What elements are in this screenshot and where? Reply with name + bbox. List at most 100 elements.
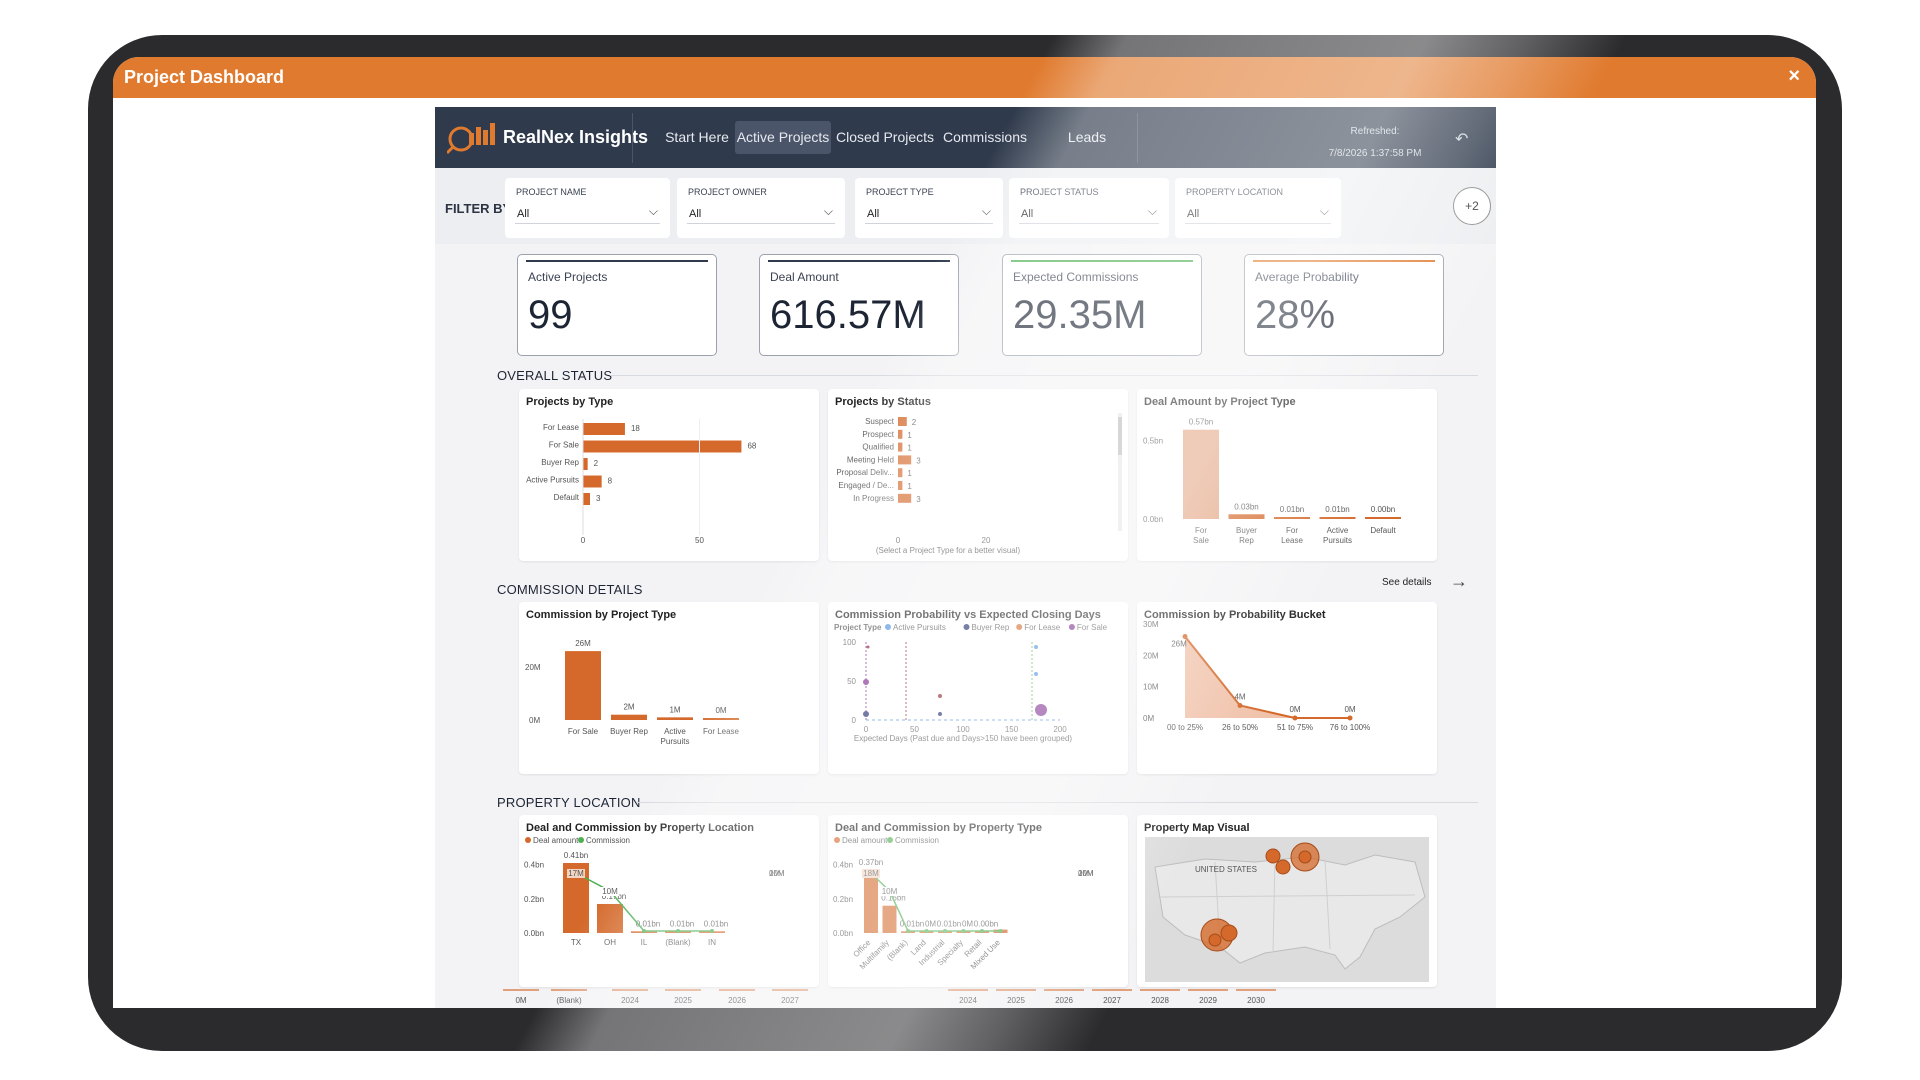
data-point bbox=[938, 694, 942, 698]
chart-note: (Select a Project Type for a better visu… bbox=[876, 546, 1021, 555]
bar bbox=[583, 493, 590, 505]
bar bbox=[1228, 514, 1265, 519]
y-tick: 0 bbox=[852, 716, 857, 725]
data-label: 0.01bn bbox=[704, 919, 728, 928]
kpi-average-probability[interactable]: Average Probability 28% bbox=[1244, 254, 1444, 356]
footer-bar bbox=[612, 989, 648, 991]
bar bbox=[898, 417, 907, 426]
legend-label: Deal amount bbox=[533, 836, 579, 845]
category-label: 51 to 75% bbox=[1277, 723, 1313, 732]
card-title: Projects by Type bbox=[526, 396, 614, 408]
x-tick: 0 bbox=[864, 725, 869, 734]
category-label: 76 to 100% bbox=[1330, 723, 1370, 732]
y-tick: 30M bbox=[1143, 620, 1159, 629]
data-label: 0.01bn bbox=[670, 919, 694, 928]
category-label: For Lease bbox=[543, 423, 580, 432]
tab-leads[interactable]: Leads bbox=[1067, 129, 1107, 145]
y-tick: 0.5bn bbox=[1143, 437, 1163, 446]
footer-label: 2027 bbox=[781, 996, 799, 1005]
slicer-label: PROPERTY LOCATION bbox=[1186, 187, 1284, 197]
category-label: For Lease bbox=[703, 727, 740, 736]
footer-axis-strip: 0M (Blank) 2024 2025 2026 2027 2024 2025 2026 202… bbox=[503, 989, 1276, 1005]
tab-start-here[interactable]: Start Here bbox=[665, 129, 729, 145]
kpi-expected-commissions[interactable]: Expected Commissions 29.35M bbox=[1002, 254, 1202, 356]
chevron-down-icon: ⌵ bbox=[648, 204, 658, 218]
legend-label: Active Pursuits bbox=[893, 623, 946, 632]
bar bbox=[898, 429, 903, 439]
footer-label: 2028 bbox=[1151, 996, 1169, 1005]
chevron-down-icon: ⌵ bbox=[823, 204, 833, 218]
slicer-project-type[interactable]: PROJECT TYPE All ⌵ bbox=[855, 178, 1003, 238]
card-prob-bucket[interactable]: Commission by Probability Bucket 30M 20M 1… bbox=[1137, 602, 1437, 774]
footer-label: 2029 bbox=[1199, 996, 1217, 1005]
bar bbox=[898, 493, 912, 503]
legend-label: Deal amount bbox=[842, 836, 888, 845]
label-bg bbox=[567, 869, 585, 878]
magnifier-chart-logo-icon bbox=[445, 119, 499, 160]
kpi-deal-amount[interactable]: Deal Amount 616.57M bbox=[759, 254, 959, 356]
kpi-active-projects[interactable]: Active Projects 99 bbox=[517, 254, 717, 356]
commission-label: 18M bbox=[863, 869, 879, 878]
data-label: 3 bbox=[596, 494, 601, 503]
card-commission-by-type[interactable]: Commission by Project Type 20M 0M 26M For S… bbox=[519, 602, 819, 774]
slicer-project-status[interactable]: PROJECT STATUS All ⌵ bbox=[1009, 178, 1169, 238]
more-filters-button[interactable]: +2 bbox=[1453, 187, 1491, 225]
legend-marker bbox=[887, 837, 893, 843]
footer-bar bbox=[1188, 989, 1228, 991]
category-label: Pursuits bbox=[1323, 536, 1352, 545]
category-label: Suspect bbox=[865, 417, 895, 426]
slicer-property-location[interactable]: PROPERTY LOCATION All ⌵ bbox=[1175, 178, 1341, 238]
card-property-map[interactable]: Property Map Visual UNITED STATES bbox=[1137, 815, 1437, 987]
y-tick: 0.4bn bbox=[833, 861, 853, 870]
map-bubble[interactable] bbox=[1275, 859, 1291, 875]
scrollbar-thumb bbox=[1118, 417, 1122, 455]
data-label: 2 bbox=[594, 459, 599, 468]
slicer-project-owner[interactable]: PROJECT OWNER All ⌵ bbox=[677, 178, 845, 238]
property-map[interactable]: UNITED STATES bbox=[1145, 837, 1429, 982]
kpi-value: 29.35M bbox=[1013, 293, 1147, 337]
category-label: 26 to 50% bbox=[1222, 723, 1258, 732]
footer-label: 2025 bbox=[1007, 996, 1025, 1005]
data-label: 0.01bn bbox=[937, 919, 961, 928]
category-label: Default bbox=[1370, 526, 1396, 535]
data-label: 1 bbox=[907, 444, 912, 453]
y-tick: 0M bbox=[529, 716, 540, 725]
kpi-accent bbox=[768, 260, 950, 262]
see-details-link[interactable]: See details bbox=[1382, 577, 1432, 588]
card-projects-by-type[interactable]: Projects by Type For Lease 18 For Sale 68 Bu… bbox=[519, 389, 819, 561]
arrow-right-icon[interactable]: → bbox=[1450, 571, 1468, 591]
legend-marker bbox=[963, 624, 970, 630]
slicer-value: All bbox=[689, 208, 702, 220]
tab-closed-projects[interactable]: Closed Projects bbox=[835, 129, 935, 145]
tab-commissions[interactable]: Commissions bbox=[942, 129, 1027, 145]
slicer-project-name[interactable]: PROJECT NAME All ⌵ bbox=[505, 178, 670, 238]
commission-point bbox=[676, 929, 680, 933]
section-commission-details: COMMISSION DETAILS bbox=[497, 582, 643, 597]
map-bubble[interactable] bbox=[1265, 848, 1281, 864]
map-bubble[interactable] bbox=[1298, 850, 1312, 864]
commission-point bbox=[642, 929, 646, 933]
prob-vs-days-chart: Project Type Active Pursuits Buyer Rep For … bbox=[834, 623, 1108, 743]
x-tick: 0 bbox=[581, 536, 586, 545]
section-overall-status: OVERALL STATUS bbox=[497, 368, 613, 383]
card-projects-by-status[interactable]: Projects by Status Suspect 2 Prospect 1 Qual… bbox=[828, 389, 1128, 561]
map-bubble[interactable] bbox=[1208, 933, 1222, 947]
card-deal-by-type[interactable]: Deal Amount by Project Type 0.5bn 0.0bn 0.… bbox=[1137, 389, 1437, 561]
footer-label: 2026 bbox=[1055, 996, 1073, 1005]
map-bubble[interactable] bbox=[1220, 924, 1238, 942]
card-deal-by-location[interactable]: Deal and Commission by Property Location… bbox=[519, 815, 819, 987]
commission-by-type-chart: 20M 0M 26M For Sale 2M Buyer Rep 1M ActivePursu… bbox=[525, 639, 740, 746]
area-fill bbox=[1185, 636, 1350, 718]
undo-icon[interactable]: ↶ bbox=[1455, 131, 1469, 148]
card-prob-vs-days[interactable]: Commission Probability vs Expected Closi… bbox=[828, 602, 1128, 774]
close-icon[interactable]: × bbox=[1788, 65, 1800, 87]
data-point bbox=[1034, 645, 1038, 649]
data-label: 68 bbox=[747, 442, 756, 451]
category-label: 00 to 25% bbox=[1167, 723, 1203, 732]
tab-active-projects[interactable]: Active Projects bbox=[735, 121, 831, 154]
card-deal-by-ptype[interactable]: Deal and Commission by Property Type Dea… bbox=[828, 815, 1128, 987]
legend-label: For Sale bbox=[1077, 623, 1108, 632]
x-tick: 200 bbox=[1053, 725, 1067, 734]
slicer-label: PROJECT TYPE bbox=[866, 187, 934, 197]
y-tick: 10M bbox=[1143, 683, 1159, 692]
